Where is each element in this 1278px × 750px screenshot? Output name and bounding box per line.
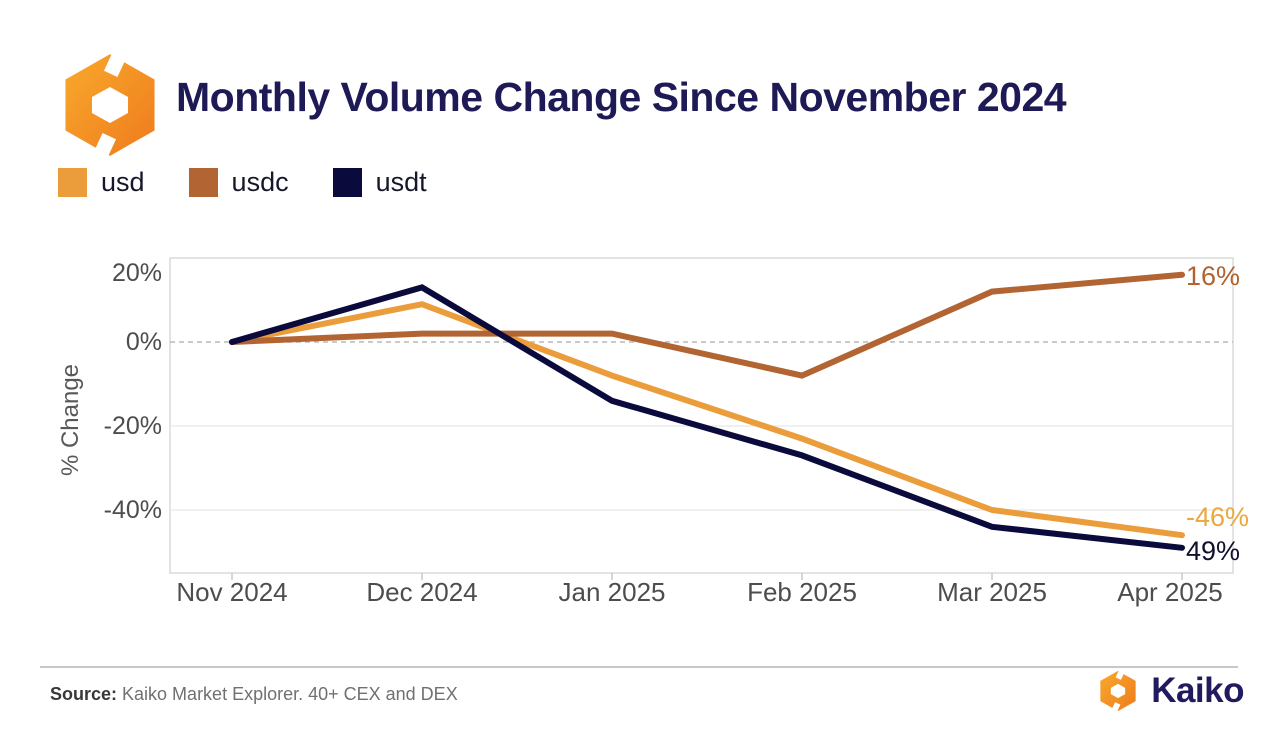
end-label-usdt: 49% [1186, 536, 1240, 566]
series-line-usdc [229, 271, 1185, 379]
plot-border [169, 257, 1234, 574]
footer-brand: Kaiko [1097, 670, 1244, 712]
ytick-minus20: -20% [104, 412, 162, 440]
xlabel-nov-2024: Nov 2024 [176, 577, 287, 607]
legend-swatch-usdt [332, 168, 362, 197]
legend-swatch-usdc [188, 168, 218, 197]
xlabel-mar-2025: Mar 2025 [937, 577, 1047, 607]
end-label-usd: -46% [1186, 502, 1249, 532]
series-line-usdt [229, 284, 1185, 551]
page-title: Monthly Volume Change Since November 202… [176, 74, 1067, 120]
brand-wordmark: Kaiko [1151, 671, 1244, 710]
xlabel-feb-2025: Feb 2025 [747, 577, 857, 607]
legend: usd usdc usdt [58, 167, 427, 198]
source-line: Source: Kaiko Market Explorer. 40+ CEX a… [50, 684, 458, 705]
legend-item-usdt: usdt [332, 167, 427, 198]
legend-label-usdt: usdt [375, 167, 427, 197]
ytick-minus40: -40% [104, 496, 162, 524]
xlabel-dec-2024: Dec 2024 [366, 577, 477, 607]
legend-item-usdc: usdc [188, 167, 289, 198]
ytick-20: 20% [112, 259, 162, 287]
kaiko-logo-icon-small [1100, 670, 1136, 712]
source-label: Source: [50, 684, 118, 704]
legend-item-usd: usd [58, 167, 145, 198]
ytick-0: 0% [126, 328, 162, 356]
end-label-usdc: 16% [1186, 261, 1240, 291]
source-text: Kaiko Market Explorer. 40+ CEX and DEX [117, 684, 458, 704]
footer-divider [40, 666, 1238, 668]
legend-swatch-usd [58, 168, 87, 197]
legend-label-usd: usd [101, 167, 145, 197]
xlabel-jan-2025: Jan 2025 [559, 577, 666, 607]
legend-label-usdc: usdc [231, 167, 289, 197]
kaiko-logo-icon [65, 52, 155, 158]
xlabel-apr-2025: Apr 2025 [1117, 577, 1223, 607]
series-line-usd [229, 301, 1185, 539]
y-axis-title: % Change [57, 364, 84, 476]
